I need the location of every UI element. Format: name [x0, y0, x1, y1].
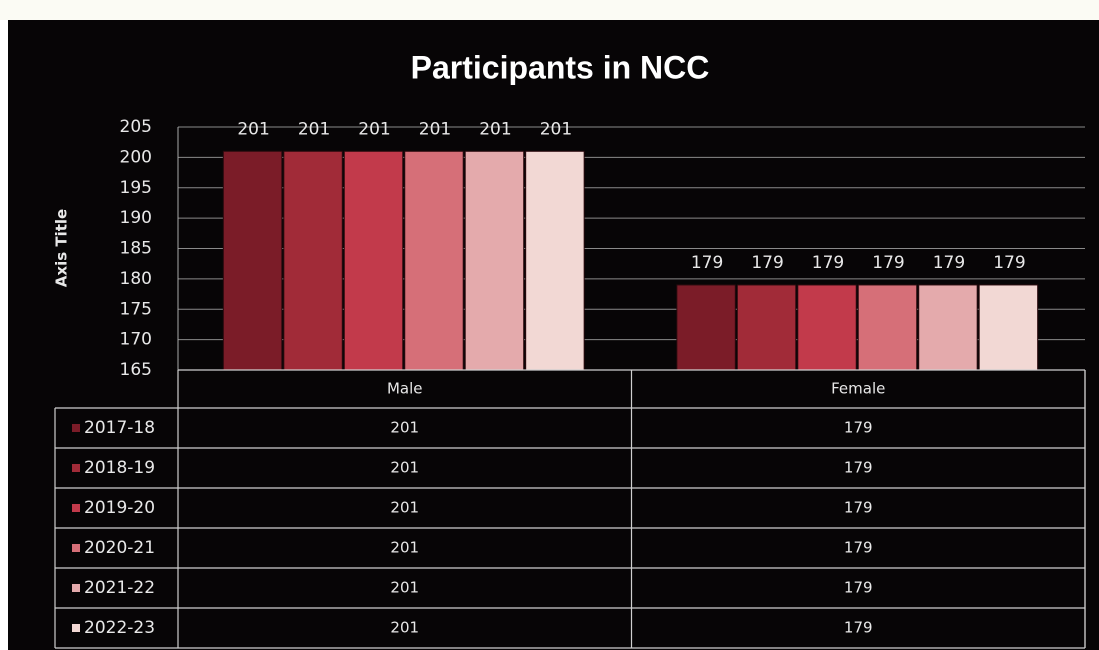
- top-strip: [0, 0, 1099, 20]
- legend-label: 2021-22: [84, 578, 155, 598]
- data-label: 201: [237, 119, 269, 139]
- legend-label: 2022-23: [84, 618, 155, 638]
- data-label: 201: [358, 119, 390, 139]
- table-value: 201: [390, 579, 419, 597]
- data-label: 179: [993, 253, 1025, 273]
- table-value: 179: [844, 419, 873, 437]
- y-tick-label: 175: [120, 299, 152, 319]
- data-label: 201: [540, 119, 572, 139]
- bar: [918, 284, 978, 371]
- y-tick-label: 165: [120, 360, 152, 380]
- table-value: 179: [844, 619, 873, 637]
- y-tick-label: 190: [120, 208, 152, 228]
- table-value: 201: [390, 459, 419, 477]
- y-tick-label: 185: [120, 239, 152, 259]
- data-label: 179: [691, 253, 723, 273]
- legend-label: 2020-21: [84, 538, 155, 558]
- table-value: 201: [390, 499, 419, 517]
- bar: [283, 150, 343, 371]
- legend-key: [72, 424, 80, 432]
- y-tick-label: 200: [120, 147, 152, 167]
- y-tick-label: 205: [120, 117, 152, 137]
- data-label: 201: [298, 119, 330, 139]
- legend-key: [72, 624, 80, 632]
- legend-key: [72, 544, 80, 552]
- bar: [676, 284, 736, 371]
- y-tick-label: 180: [120, 269, 152, 289]
- bar: [404, 150, 464, 371]
- bar: [736, 284, 797, 371]
- bar: [464, 150, 525, 371]
- data-label: 201: [479, 119, 511, 139]
- y-tick-label: 170: [120, 330, 152, 350]
- data-label: 179: [812, 253, 844, 273]
- table-value: 201: [390, 539, 419, 557]
- y-tick-label: 195: [120, 178, 152, 198]
- data-label: 179: [933, 253, 965, 273]
- bar: [857, 284, 918, 371]
- table-value: 179: [844, 539, 873, 557]
- legend-key: [72, 504, 80, 512]
- x-tick-label: Female: [831, 380, 885, 398]
- chart-title: Participants in NCC: [411, 49, 710, 85]
- bar: [343, 150, 404, 371]
- data-label: 179: [751, 253, 783, 273]
- legend-label: 2019-20: [84, 498, 155, 518]
- table-value: 201: [390, 419, 419, 437]
- table-value: 179: [844, 459, 873, 477]
- y-axis-title: Axis Title: [53, 209, 71, 287]
- table-value: 179: [844, 579, 873, 597]
- table-value: 201: [390, 619, 419, 637]
- bar: [222, 150, 283, 371]
- bar: [797, 284, 857, 371]
- table-value: 179: [844, 499, 873, 517]
- legend-label: 2018-19: [84, 458, 155, 478]
- x-tick-label: Male: [387, 380, 423, 398]
- data-label: 179: [872, 253, 904, 273]
- legend-label: 2017-18: [84, 418, 155, 438]
- bar: [525, 150, 585, 371]
- data-label: 201: [419, 119, 451, 139]
- legend-key: [72, 584, 80, 592]
- bar: [978, 284, 1039, 371]
- legend-key: [72, 464, 80, 472]
